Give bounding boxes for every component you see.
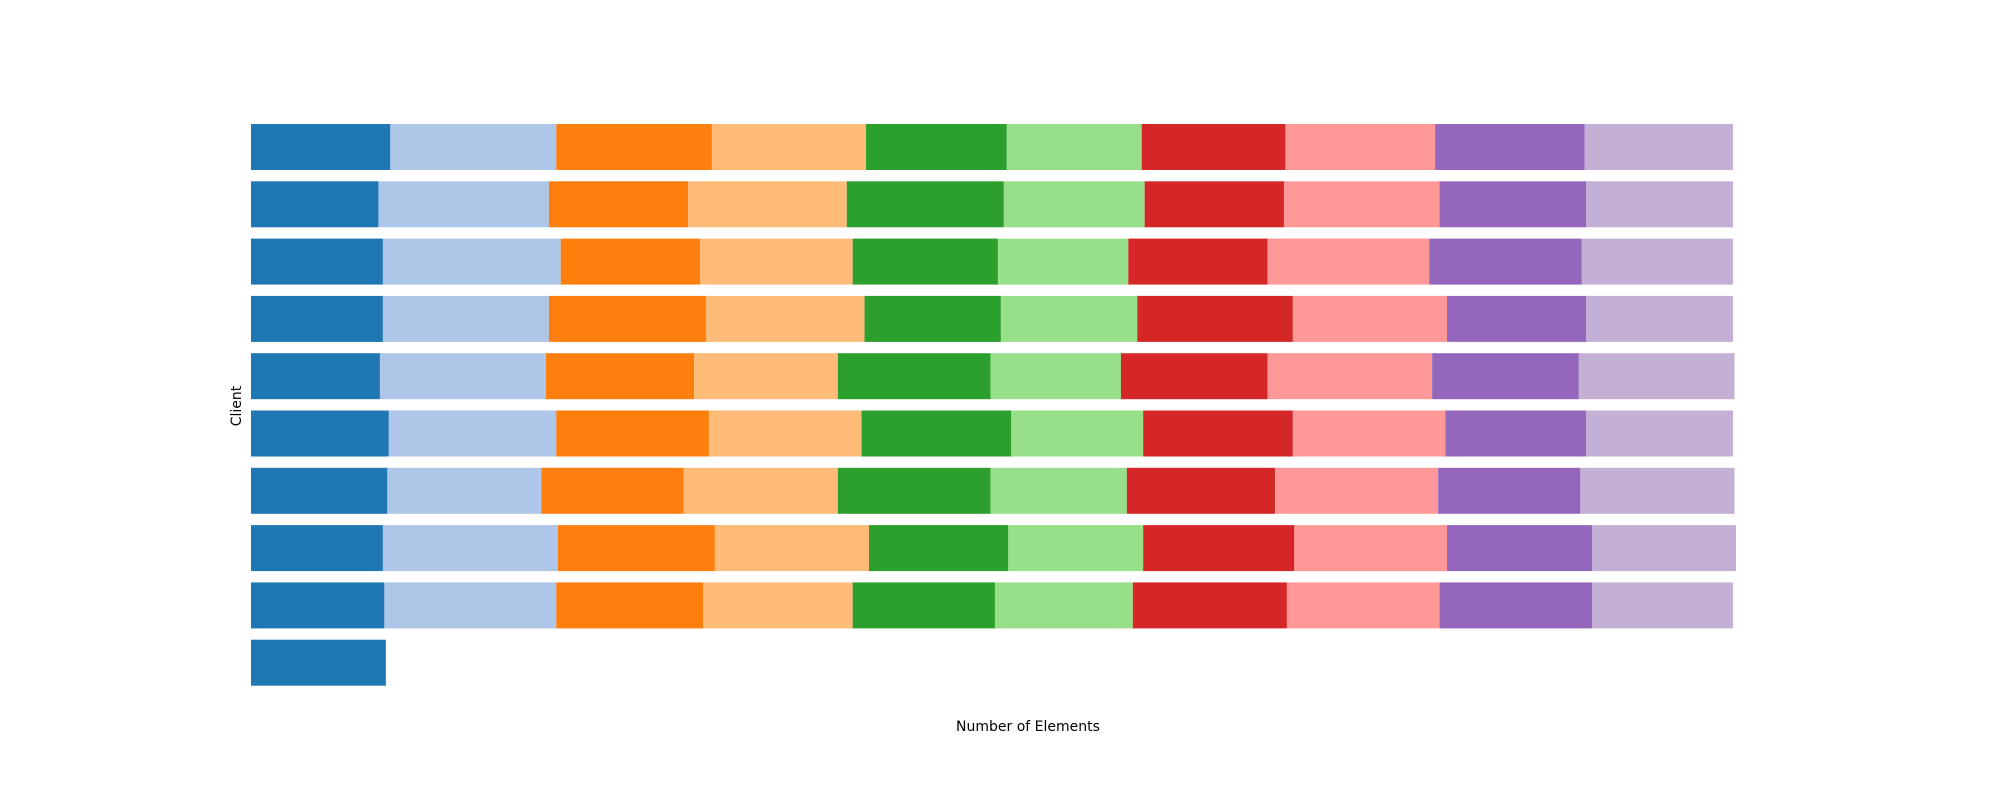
bar-row-1-segment-3 (556, 124, 712, 170)
bar-row-1-segment-5 (866, 124, 1007, 170)
bar-row-2-segment-2 (378, 181, 549, 228)
bar-row-7-segment-2 (387, 467, 542, 514)
bar-row-7-segment-3 (541, 467, 684, 514)
bar-row-6-segment-10 (1586, 410, 1733, 457)
bar-row-7-segment-5 (837, 467, 991, 514)
bar-row-6-segment-5 (861, 410, 1012, 457)
bar-row-2-segment-5 (846, 181, 1004, 228)
bar-row-6-segment-2 (388, 410, 557, 457)
bar-row-4-segment-5 (864, 295, 1001, 342)
bar-row-7-segment-9 (1438, 467, 1581, 514)
bar-row-6-segment-6 (1011, 410, 1144, 457)
bar-row-2-segment-3 (548, 181, 689, 228)
bar-row-5-segment-6 (990, 353, 1121, 400)
bar-row-2-segment-10 (1586, 181, 1733, 228)
bar-row-2-segment-7 (1144, 181, 1284, 228)
bar-row-3-segment-3 (560, 238, 701, 285)
bar-row-4-segment-3 (548, 295, 706, 342)
bar-row-4-segment-8 (1292, 295, 1447, 342)
bar-row-4-segment-6 (1000, 295, 1138, 342)
bar-row-8-segment-6 (1008, 525, 1144, 572)
bar-row-3-segment-8 (1267, 238, 1430, 285)
bar-row-1-segment-7 (1141, 124, 1286, 170)
bar-row-3-segment-4 (700, 238, 853, 285)
bar-row-7-segment-4 (683, 467, 838, 514)
bar-row-5-segment-4 (694, 353, 838, 400)
bar-row-9-segment-10 (1592, 582, 1733, 629)
bar-row-3-segment-5 (852, 238, 998, 285)
bar-row-6-segment-3 (556, 410, 709, 457)
bar-row-1-segment-1 (251, 124, 391, 170)
bar-row-1-segment-6 (1006, 124, 1142, 170)
bar-row-9-segment-1 (251, 582, 385, 629)
bar-row-5-segment-1 (251, 353, 380, 400)
bar-row-8-segment-5 (868, 525, 1009, 572)
bar-row-9-segment-6 (994, 582, 1133, 629)
bar-row-8-segment-2 (382, 525, 558, 572)
bar-row-8-segment-3 (557, 525, 715, 572)
bar-row-9-segment-4 (703, 582, 853, 629)
bar-row-3-segment-2 (382, 238, 561, 285)
bar-row-6-segment-8 (1292, 410, 1446, 457)
bar-row-5-segment-3 (545, 353, 695, 400)
bar-row-7-segment-7 (1126, 467, 1276, 514)
bar-row-3-segment-6 (997, 238, 1129, 285)
bar-row-8-segment-1 (251, 525, 383, 572)
bar-row-2-segment-6 (1003, 181, 1145, 228)
bar-row-4-segment-9 (1446, 295, 1587, 342)
y-axis-label: Client (229, 385, 245, 426)
bar-row-2-segment-9 (1439, 181, 1587, 228)
bar-row-3-segment-10 (1581, 238, 1733, 285)
bar-row-5-segment-9 (1432, 353, 1579, 400)
bar-row-3-segment-1 (251, 238, 383, 285)
bar-row-5-segment-8 (1267, 353, 1433, 400)
bar-row-7-segment-6 (990, 467, 1127, 514)
bar-row-4-segment-2 (382, 295, 549, 342)
bar-row-4-segment-1 (251, 295, 383, 342)
x-axis-label: Number of Elements (956, 719, 1100, 735)
bar-row-3-segment-9 (1429, 238, 1582, 285)
bar-row-9-segment-9 (1439, 582, 1593, 629)
bar-row-7-segment-1 (251, 467, 388, 514)
bar-row-5-segment-2 (379, 353, 546, 400)
bars-group (251, 124, 1736, 686)
bar-row-5-segment-7 (1120, 353, 1268, 400)
bar-row-9-segment-5 (852, 582, 995, 629)
bar-row-9-segment-3 (556, 582, 704, 629)
bar-row-1-segment-9 (1435, 124, 1585, 170)
bar-row-5-segment-5 (837, 353, 991, 400)
bar-row-7-segment-10 (1580, 467, 1735, 514)
bar-row-8-segment-10 (1592, 525, 1736, 572)
bar-row-1-segment-2 (390, 124, 557, 170)
bar-row-8-segment-7 (1143, 525, 1295, 572)
bar-row-9-segment-8 (1286, 582, 1440, 629)
bar-row-6-segment-9 (1445, 410, 1587, 457)
bar-row-7-segment-8 (1275, 467, 1439, 514)
bar-row-2-segment-4 (688, 181, 847, 228)
bar-row-8-segment-9 (1446, 525, 1593, 572)
bar-row-2-segment-8 (1283, 181, 1440, 228)
bar-row-1-segment-10 (1584, 124, 1733, 170)
bar-row-3-segment-7 (1128, 238, 1268, 285)
bar-row-4-segment-10 (1586, 295, 1733, 342)
bar-row-5-segment-10 (1578, 353, 1735, 400)
bar-row-1-segment-8 (1285, 124, 1436, 170)
bar-row-6-segment-4 (708, 410, 862, 457)
bar-row-4-segment-4 (705, 295, 865, 342)
bar-row-6-segment-7 (1143, 410, 1293, 457)
bar-row-1-segment-4 (711, 124, 867, 170)
bar-row-8-segment-4 (714, 525, 869, 572)
bar-row-9-segment-2 (384, 582, 557, 629)
bar-row-6-segment-1 (251, 410, 389, 457)
bar-row-10-segment-1 (251, 639, 386, 686)
bar-row-8-segment-8 (1294, 525, 1447, 572)
bar-row-2-segment-1 (251, 181, 379, 228)
bar-row-9-segment-7 (1132, 582, 1287, 629)
bar-row-4-segment-7 (1137, 295, 1293, 342)
